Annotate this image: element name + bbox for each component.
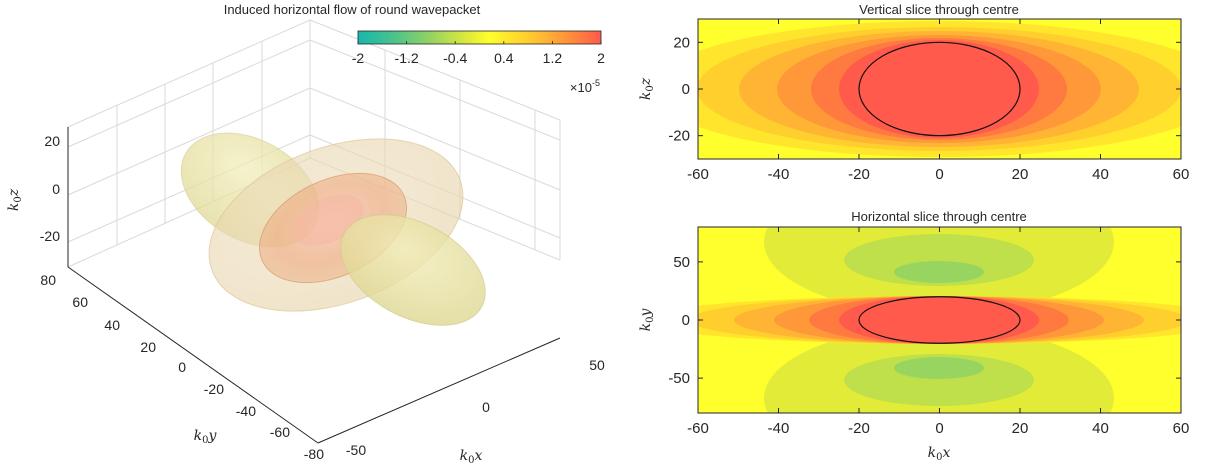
x-axis-label: k0x <box>460 448 483 466</box>
colorbar-tick-label: -0.4 <box>443 50 467 66</box>
y-tick-label: 20 <box>140 339 156 355</box>
x-tick-label: -20 <box>848 166 870 183</box>
y-tick-label: 20 <box>673 34 690 51</box>
y-tick-label: -20 <box>668 128 690 145</box>
x-axis-label: k0x <box>928 445 951 463</box>
ticks-vertical: -60 -40 -20 0 20 40 60 -20 0 20 <box>668 19 1189 183</box>
y-axis-label: k0y <box>194 428 218 446</box>
contour-level <box>839 40 1039 138</box>
contour-vertical <box>698 19 1181 159</box>
isosurfaces <box>180 132 486 326</box>
panel-horizontal-slice: Horizontal slice through centre -60 -40 -2… <box>638 209 1189 463</box>
grid-line <box>67 39 311 148</box>
grid-line <box>309 87 561 191</box>
y-tick-label: 60 <box>72 294 88 310</box>
z-tick-label: 0 <box>52 181 60 197</box>
y-axis-line <box>67 266 319 444</box>
x-ticks: -50 0 50 <box>346 357 605 458</box>
colorbar-tick-label: 2 <box>597 50 605 66</box>
x-tick-label: 40 <box>1092 166 1109 183</box>
z-axis-label: k0z <box>6 188 24 211</box>
x-tick-label: 0 <box>482 399 490 415</box>
negative-lobe-core <box>894 357 984 379</box>
y-tick-label: -60 <box>270 424 290 440</box>
x-tick-label: 60 <box>1173 166 1190 183</box>
y-tick-label: 50 <box>673 254 690 271</box>
x-tick-label: 0 <box>935 166 943 183</box>
x-tick-label: 0 <box>935 420 943 437</box>
y-axis-label: k0y <box>638 308 656 332</box>
y-tick-label: 40 <box>104 317 120 333</box>
x-tick-label: 40 <box>1092 420 1109 437</box>
axes-3d <box>67 127 561 444</box>
colorbar-tick-label: 1.2 <box>543 50 563 66</box>
chart-title-horizontal: Horizontal slice through centre <box>851 209 1027 224</box>
y-tick-label: 80 <box>40 272 56 288</box>
grid-line <box>67 87 311 196</box>
x-axis-line <box>317 337 561 444</box>
z-tick-label: -20 <box>40 228 60 244</box>
colorbar-tick-label: -2 <box>352 50 365 66</box>
ticks-horizontal: -60 -40 -20 0 20 40 60 -50 0 50 <box>668 227 1189 437</box>
x-tick-label: 50 <box>589 357 605 373</box>
negative-lobe-front <box>340 214 486 326</box>
y-tick-label: 0 <box>178 359 186 375</box>
x-tick-label: -20 <box>848 420 870 437</box>
y-tick-label: -20 <box>204 381 224 397</box>
colorbar-tick-label: -1.2 <box>395 50 419 66</box>
negative-lobe-level <box>844 354 1034 406</box>
x-tick-label: 20 <box>1012 420 1029 437</box>
x-tick-label: -60 <box>687 166 709 183</box>
y-ticks: 80 60 40 20 0 -20 -40 -60 -80 <box>40 272 324 462</box>
x-tick-label: -60 <box>687 420 709 437</box>
contour-level <box>839 296 1039 344</box>
panel-vertical-slice: Vertical slice through centre -60 -40 -20 0… <box>638 2 1189 183</box>
y-axis-label: k0z <box>638 77 656 100</box>
x-tick-label: 20 <box>1012 166 1029 183</box>
x-tick-label: 60 <box>1173 420 1190 437</box>
z-tick-label: 20 <box>44 133 60 149</box>
x-tick-label: -40 <box>768 166 790 183</box>
grid-line <box>309 39 561 141</box>
negative-lobe-level <box>844 234 1034 286</box>
panel-3d: Induced horizontal flow of round wavepac… <box>6 2 605 466</box>
colorbar-exponent: ×10-5 <box>570 78 600 95</box>
colorbar-bar <box>357 30 602 45</box>
y-tick-label: -50 <box>668 370 690 387</box>
colorbar-ticks: -2 -1.2 -0.4 0.4 1.2 2 <box>352 41 605 66</box>
z-ticks: 20 0 -20 <box>40 133 60 244</box>
y-tick-label: 0 <box>682 312 690 329</box>
packet-outline <box>858 296 1021 344</box>
packet-outline <box>858 41 1021 137</box>
y-tick-label: -40 <box>236 403 256 419</box>
chart-title-vertical: Vertical slice through centre <box>859 2 1019 17</box>
colorbar: -2 -1.2 -0.4 0.4 1.2 2 ×10-5 <box>352 30 605 95</box>
chart-title-3d: Induced horizontal flow of round wavepac… <box>224 2 481 17</box>
contour-horizontal <box>698 227 1181 413</box>
y-tick-label: -80 <box>304 446 324 462</box>
x-tick-label: -50 <box>346 442 366 458</box>
negative-lobe-core <box>894 261 984 283</box>
colorbar-tick-label: 0.4 <box>494 50 514 66</box>
grid-back-right <box>309 19 561 260</box>
y-tick-label: 0 <box>682 81 690 98</box>
x-tick-label: -40 <box>768 420 790 437</box>
